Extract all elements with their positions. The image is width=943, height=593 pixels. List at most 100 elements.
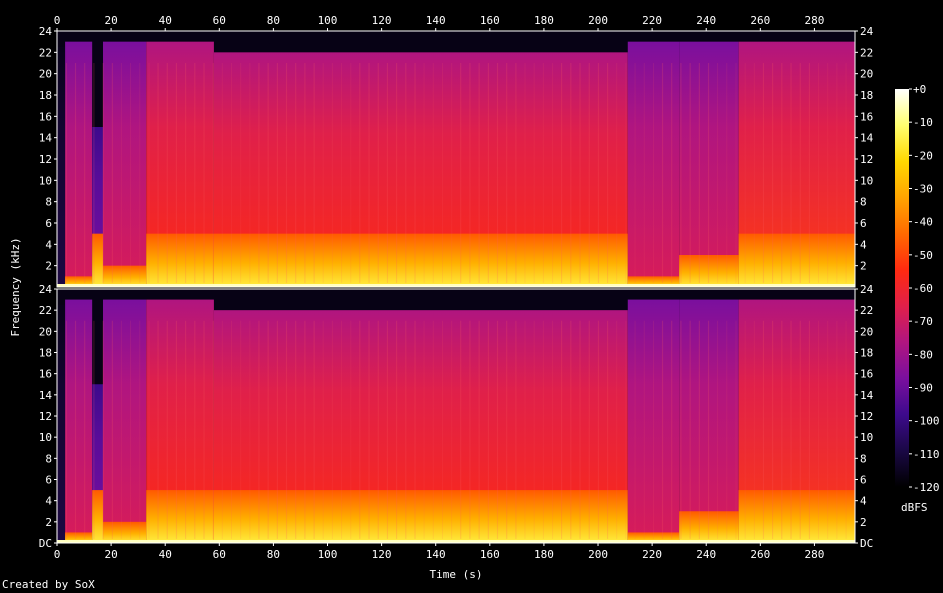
colorbar-tick-label: -120 (913, 481, 940, 494)
x-tick-label: 60 (213, 548, 226, 561)
y-tick-label: DC (860, 537, 873, 550)
colorbar-tick-label: -90 (913, 382, 933, 395)
y-tick-label: 8 (860, 196, 867, 209)
y-tick-label: 22 (860, 304, 873, 317)
colorbar-label: dBFS (901, 501, 928, 514)
y-tick-label: 12 (39, 153, 52, 166)
y-tick-label: 12 (860, 153, 873, 166)
y-axis-label: Frequency (kHz) (9, 237, 22, 336)
colorbar-tick-label: -20 (913, 149, 933, 162)
colorbar-tick-label: -110 (913, 448, 940, 461)
x-tick-label: 240 (696, 548, 716, 561)
low-frequency-band (213, 233, 628, 287)
y-tick-label: 2 (860, 260, 867, 273)
colorbar-tick-label: +0 (913, 83, 926, 96)
low-frequency-band (213, 490, 628, 543)
x-tick-label: 20 (104, 548, 117, 561)
spectral-segment (679, 299, 739, 543)
low-frequency-band (92, 233, 103, 287)
y-tick-label: 22 (39, 304, 52, 317)
colorbar-tick-label: -40 (913, 216, 933, 229)
spectral-segment (627, 41, 680, 287)
y-tick-label: 8 (45, 452, 52, 465)
x-tick-label: 180 (534, 548, 554, 561)
spectrogram-plots (56, 30, 856, 544)
x-tick-label: 160 (480, 14, 500, 27)
x-tick-label: 220 (642, 548, 662, 561)
y-tick-label: 20 (860, 325, 873, 338)
y-tick-label: 6 (45, 474, 52, 487)
x-tick-label: 80 (267, 14, 280, 27)
y-tick-label: 14 (39, 389, 53, 402)
x-tick-label: 260 (750, 14, 770, 27)
y-tick-label: 24 (860, 283, 874, 296)
x-tick-label: 0 (54, 548, 61, 561)
spectral-segment (679, 41, 739, 287)
y-tick-label: 20 (39, 68, 52, 81)
colorbar-tick-label: -80 (913, 348, 933, 361)
x-tick-label: 260 (750, 548, 770, 561)
y-tick-label: 6 (45, 217, 52, 230)
spectrogram-channel-2 (56, 288, 856, 544)
y-tick-label: 24 (39, 283, 53, 296)
x-tick-label: 0 (54, 14, 61, 27)
y-tick-label: 2 (45, 516, 52, 529)
spectral-segment (627, 299, 680, 543)
y-tick-label: 4 (45, 495, 52, 508)
spectrogram-channel-1 (56, 30, 856, 288)
x-tick-label: 140 (426, 14, 446, 27)
y-tick-label: 4 (45, 238, 52, 251)
colorbar: +0 -10 -20 -30 -40 -50 -60 -70 -80 -90 -100 -110 -12… (895, 83, 940, 494)
spectral-segment (92, 384, 103, 543)
colorbar-tick-label: -10 (913, 116, 933, 129)
low-frequency-band (65, 276, 93, 287)
y-tick-label: 2 (860, 516, 867, 529)
x-tick-label: 160 (480, 548, 500, 561)
low-frequency-band (738, 490, 855, 543)
low-frequency-band (627, 276, 680, 287)
y-tick-label: 10 (860, 431, 873, 444)
spectral-segment (92, 127, 103, 287)
low-frequency-band (679, 255, 739, 287)
y-tick-label: 20 (860, 68, 873, 81)
y-tick-label: 2 (45, 260, 52, 273)
y-tick-label: 14 (860, 389, 874, 402)
y-tick-label: 16 (39, 110, 52, 123)
y-tick-label: 6 (860, 474, 867, 487)
low-frequency-band (102, 521, 147, 543)
dc-line (57, 284, 855, 287)
credit-text: Created by SoX (2, 578, 95, 591)
low-frequency-band (146, 490, 214, 543)
y-tick-label: 24 (39, 25, 53, 38)
x-tick-label: 100 (318, 548, 338, 561)
y-tick-label: 16 (39, 368, 52, 381)
colorbar-tick-label: -100 (913, 415, 940, 428)
y-tick-label: 12 (860, 410, 873, 423)
x-tick-label: 200 (588, 548, 608, 561)
x-tick-label: 140 (426, 548, 446, 561)
y-tick-label: 8 (860, 452, 867, 465)
y-tick-label: 18 (860, 89, 873, 102)
y-tick-label: DC (39, 537, 52, 550)
colorbar-tick-label: -50 (913, 249, 933, 262)
x-tick-label: 220 (642, 14, 662, 27)
y-tick-label: 6 (860, 217, 867, 230)
spectral-segment (102, 41, 147, 287)
y-tick-label: 16 (860, 110, 873, 123)
low-frequency-band (102, 265, 147, 287)
x-tick-label: 60 (213, 14, 226, 27)
y-tick-label: 10 (39, 174, 52, 187)
y-tick-label: 22 (860, 46, 873, 59)
x-tick-label: 20 (104, 14, 117, 27)
y-tick-label: 18 (860, 347, 873, 360)
low-frequency-band (738, 233, 855, 287)
dc-line (57, 540, 855, 543)
y-tick-label: 20 (39, 325, 52, 338)
x-tick-label: 40 (159, 548, 172, 561)
colorbar-tick-label: -70 (913, 315, 933, 328)
low-frequency-band (92, 490, 103, 543)
low-frequency-band (65, 532, 93, 543)
y-tick-label: 4 (860, 495, 867, 508)
y-tick-label: 12 (39, 410, 52, 423)
